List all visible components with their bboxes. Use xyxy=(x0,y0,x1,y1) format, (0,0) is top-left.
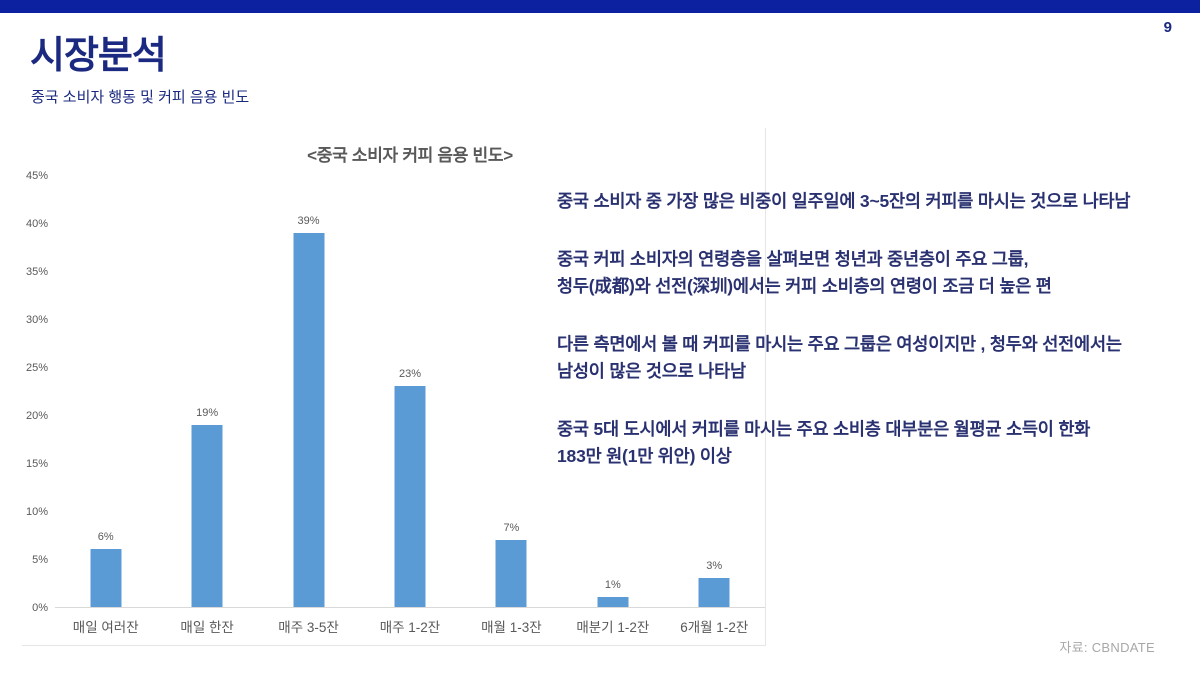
bar xyxy=(597,597,629,607)
slide-subtitle: 중국 소비자 행동 및 커피 음용 빈도 xyxy=(31,89,250,106)
bar xyxy=(495,539,527,607)
y-axis-tick-label: 40% xyxy=(25,218,48,230)
bar-value-label: 23% xyxy=(398,368,421,381)
x-axis-category-label: 매월 1-3잔 xyxy=(481,620,542,635)
bar-value-label: 19% xyxy=(196,406,219,419)
bar xyxy=(90,549,122,607)
y-axis-tick-label: 30% xyxy=(25,314,48,326)
insight-paragraph: 중국 커피 소비자의 연령층을 살펴보면 청년과 중년층이 주요 그룹, 청두(… xyxy=(557,249,1052,296)
y-axis-tick-label: 45% xyxy=(25,170,48,182)
bar xyxy=(698,578,730,607)
bar-group: 39% 매주 3-5잔 xyxy=(258,175,359,635)
x-axis-category-label: 매주 1-2잔 xyxy=(379,620,441,635)
bar-value-label: 7% xyxy=(503,521,520,534)
x-axis-category-label: 매주 3-5잔 xyxy=(278,620,339,635)
bar-group: 23% 매주 1-2잔 xyxy=(359,175,460,635)
top-accent-bar xyxy=(0,0,1200,13)
page-number: 9 xyxy=(1163,19,1172,36)
insight-text-block: 중국 소비자 중 가장 많은 비중이 일주일에 3~5잔의 커피를 마시는 것으… xyxy=(557,188,1172,501)
source-credit: 자료: CBNDATE xyxy=(1059,640,1155,655)
bar-value-label: 3% xyxy=(706,560,723,573)
bar-group: 1% 매분기 1-2잔 xyxy=(562,175,663,635)
bar-group: 19% 매일 한잔 xyxy=(156,175,257,635)
y-axis-tick-label: 0% xyxy=(32,602,48,614)
x-axis-category-label: 매일 여러잔 xyxy=(72,620,139,635)
y-axis-tick-label: 5% xyxy=(32,554,48,566)
slide-title: 시장분석 xyxy=(30,35,167,77)
y-axis-tick-label: 15% xyxy=(25,458,48,470)
insight-paragraph: 다른 측면에서 볼 때 커피를 마시는 주요 그룹은 여성이지만 , 청두와 선… xyxy=(557,334,1122,381)
bar-value-label: 1% xyxy=(604,579,621,592)
y-axis-tick-label: 20% xyxy=(25,410,48,422)
plot-area: 0% 5% 10% 15% 20% 25% 30% 35% 40% 45% 6% 매일 여러잔 19% 매… xyxy=(26,170,765,635)
chart-title: <중국 소비자 커피 음용 빈도> xyxy=(307,146,513,165)
bar-group: 6% 매일 여러잔 xyxy=(55,175,156,635)
bar xyxy=(191,424,223,607)
x-axis-category-label: 6개월 1-2잔 xyxy=(680,620,749,635)
y-axis-tick-label: 10% xyxy=(25,506,48,518)
insight-paragraph: 중국 소비자 중 가장 많은 비중이 일주일에 3~5잔의 커피를 마시는 것으… xyxy=(557,191,1131,211)
bar-value-label: 6% xyxy=(97,531,114,544)
bar xyxy=(293,232,325,607)
y-axis-tick-label: 25% xyxy=(25,362,48,374)
x-axis-category-label: 매분기 1-2잔 xyxy=(576,620,650,635)
bar-chart: <중국 소비자 커피 음용 빈도> 0% 5% 10% 15% 20% 25% 30% 35%… xyxy=(22,128,766,646)
y-axis-tick-label: 35% xyxy=(25,266,48,278)
bar-group: 3% 6개월 1-2잔 xyxy=(664,175,765,635)
bar-value-label: 39% xyxy=(297,214,320,227)
x-axis-category-label: 매일 한잔 xyxy=(180,620,234,635)
insight-paragraph: 중국 5대 도시에서 커피를 마시는 주요 소비층 대부분은 월평균 소득이 한… xyxy=(557,419,1091,466)
bar xyxy=(394,386,426,607)
bar-group: 7% 매월 1-3잔 xyxy=(461,175,562,635)
